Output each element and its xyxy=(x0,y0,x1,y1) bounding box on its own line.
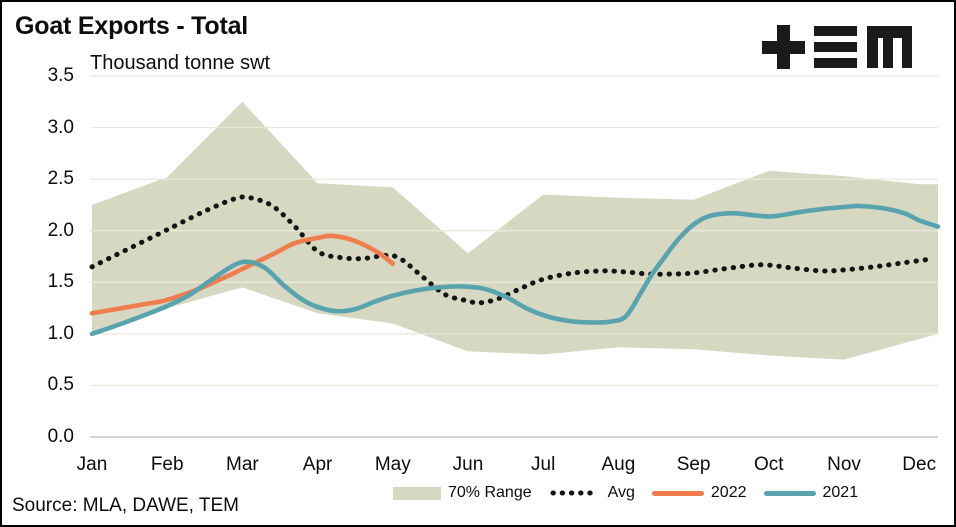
avg-line xyxy=(89,194,937,306)
x-tick-label: Aug xyxy=(601,454,636,475)
axis-unit-label: Thousand tonne swt xyxy=(90,52,271,74)
legend-item-avg: Avg xyxy=(549,484,635,502)
legend-item-2022: 2022 xyxy=(651,484,747,502)
legend-item-range: 70% Range xyxy=(393,484,532,502)
legend-label-avg: Avg xyxy=(607,484,635,501)
x-tick-label: Oct xyxy=(754,454,784,475)
chart-title: Goat Exports - Total xyxy=(15,12,249,40)
x-tick-label: Apr xyxy=(302,454,333,475)
y-tick-label: 2.5 xyxy=(47,168,74,190)
y-tick-label: 0.0 xyxy=(47,426,74,447)
legend-label-range: 70% Range xyxy=(448,484,532,501)
y-tick-label: 1.0 xyxy=(47,322,74,344)
y-tick-label: 1.5 xyxy=(47,271,74,293)
x-tick-label: Dec xyxy=(902,454,937,475)
y-tick-label: 3.5 xyxy=(47,65,74,86)
legend-label-2021: 2021 xyxy=(822,484,859,501)
line-2021-swatch xyxy=(763,490,816,496)
line-2021 xyxy=(89,203,941,337)
legend-label-2022: 2022 xyxy=(710,484,747,501)
x-tick-label: Jun xyxy=(452,454,484,475)
x-tick-label: Jan xyxy=(76,454,108,475)
legend: 70% Range Avg 2022 2021 xyxy=(393,484,858,502)
x-tick-label: May xyxy=(374,454,411,475)
tem-logo-glyphs xyxy=(762,25,912,69)
y-tick-label: 0.5 xyxy=(47,374,74,396)
x-tick-label: Feb xyxy=(150,454,184,475)
line-2022-swatch xyxy=(651,490,704,496)
avg-dotted-swatch xyxy=(550,490,601,496)
legend-item-2021: 2021 xyxy=(763,484,859,502)
y-tick-label: 3.0 xyxy=(47,116,74,138)
range-band-swatch xyxy=(393,486,441,500)
x-tick-label: Sep xyxy=(676,454,711,475)
x-tick-label: Nov xyxy=(827,454,861,475)
x-tick-label: Mar xyxy=(226,454,259,475)
y-tick-label: 2.0 xyxy=(47,219,74,241)
x-tick-label: Jul xyxy=(531,454,556,475)
source-note: Source: MLA, DAWE, TEM xyxy=(12,495,239,516)
tem-logo xyxy=(762,25,912,69)
